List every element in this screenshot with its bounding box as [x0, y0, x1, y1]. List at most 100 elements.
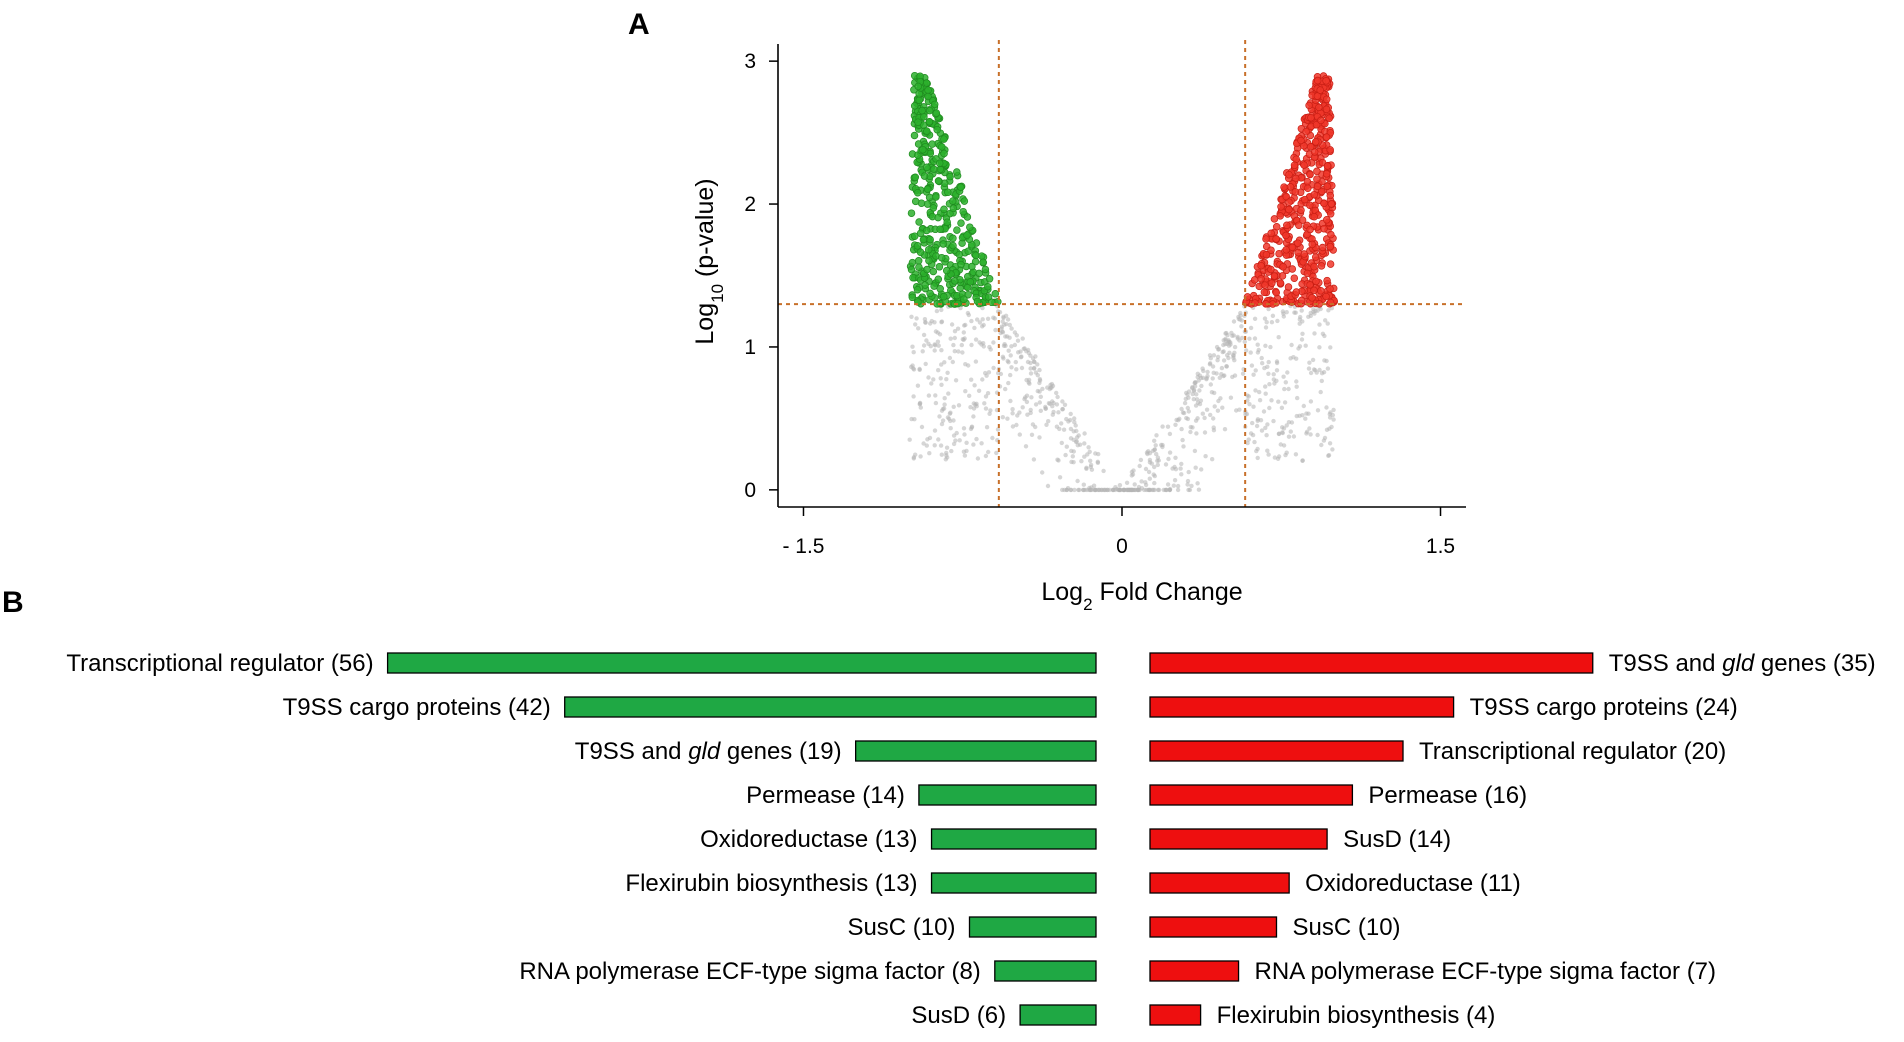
up-regulated-point — [1260, 288, 1269, 297]
nonsig-point — [1181, 444, 1186, 449]
nonsig-point — [1304, 429, 1310, 434]
up-regulated-point — [1303, 269, 1312, 278]
nonsig-point — [971, 414, 976, 419]
nonsig-point — [1059, 421, 1064, 426]
up-regulated-point — [1267, 246, 1275, 254]
nonsig-point — [1132, 482, 1137, 487]
nonsig-point — [1006, 380, 1011, 386]
up-bar — [1149, 828, 1328, 850]
nonsig-point — [939, 348, 944, 353]
nonsig-point — [1122, 487, 1127, 493]
up-regulated-point — [1320, 199, 1328, 208]
nonsig-point — [1074, 439, 1080, 444]
nonsig-point — [1172, 478, 1178, 483]
nonsig-point — [977, 320, 983, 325]
nonsig-point — [1072, 416, 1077, 421]
up-bar-label: Permease (16) — [1368, 782, 1527, 809]
nonsig-point — [1245, 398, 1250, 403]
nonsig-point — [1294, 413, 1300, 419]
up-regulated-point — [1322, 105, 1331, 114]
down-regulated-point — [985, 275, 994, 283]
nonsig-point — [1303, 416, 1308, 421]
nonsig-point — [1186, 409, 1192, 414]
nonsig-point — [1210, 376, 1215, 381]
up-regulated-point — [1284, 283, 1293, 291]
up-regulated-point — [1306, 281, 1314, 289]
nonsig-point — [1238, 313, 1243, 318]
up-regulated-point — [1268, 279, 1276, 287]
down-regulated-point — [963, 231, 971, 239]
up-regulated-point — [1272, 235, 1280, 243]
nonsig-point — [1211, 425, 1216, 430]
up-regulated-point — [1290, 274, 1299, 282]
nonsig-point — [948, 426, 953, 431]
nonsig-point — [940, 418, 946, 423]
nonsig-point — [1325, 366, 1331, 371]
nonsig-point — [911, 394, 916, 399]
nonsig-point — [1279, 405, 1285, 410]
down-bar-label: T9SS cargo proteins (42) — [283, 694, 551, 721]
nonsig-point — [1253, 388, 1258, 393]
nonsig-point — [1032, 359, 1037, 365]
down-regulated-point — [947, 286, 955, 295]
nonsig-point — [972, 325, 977, 331]
up-regulated-point — [1326, 210, 1335, 218]
down-regulated-point — [975, 269, 983, 278]
nonsig-point — [1007, 335, 1012, 340]
up-regulated-point — [1288, 265, 1297, 273]
up-regulated-point — [1323, 216, 1331, 224]
nonsig-point — [1064, 416, 1069, 422]
nonsig-point — [1019, 365, 1025, 371]
category-bar-chart: Transcriptional regulator (56) T9SS cargo… — [66, 650, 1875, 1029]
nonsig-point — [1173, 467, 1179, 472]
nonsig-point — [1166, 456, 1171, 462]
up-regulated-point — [1297, 206, 1305, 214]
nonsig-point — [1306, 366, 1312, 371]
nonsig-point — [1096, 451, 1101, 457]
down-regulated-point — [960, 295, 968, 303]
nonsig-point — [1255, 342, 1260, 347]
nonsig-point — [924, 443, 929, 448]
down-bar-label: Flexirubin biosynthesis (13) — [625, 870, 917, 897]
up-regulated-point — [1326, 260, 1335, 268]
x-tick-label: 0 — [1116, 535, 1128, 558]
nonsig-point — [974, 436, 979, 442]
up-regulated-point — [1285, 205, 1293, 214]
nonsig-point — [1160, 424, 1165, 429]
nonsig-point — [987, 344, 992, 350]
nonsig-point — [1204, 407, 1210, 412]
nonsig-point — [1003, 313, 1009, 318]
down-regulated-point — [922, 226, 931, 235]
nonsig-point — [1283, 452, 1288, 458]
nonsig-point — [1139, 486, 1145, 491]
nonsig-point — [947, 355, 953, 361]
nonsig-point — [1147, 457, 1153, 463]
nonsig-point — [1294, 379, 1299, 384]
nonsig-point — [1018, 349, 1023, 354]
down-regulated-point — [935, 263, 944, 271]
nonsig-point — [923, 361, 928, 367]
nonsig-point — [1068, 411, 1073, 417]
nonsig-point — [1179, 461, 1184, 467]
y-tick-label: 3 — [744, 50, 756, 73]
nonsig-point — [932, 348, 937, 353]
nonsig-point — [1057, 475, 1063, 480]
down-bar — [930, 872, 1097, 894]
nonsig-point — [1061, 427, 1067, 432]
down-regulated-point — [988, 298, 996, 307]
nonsig-point — [1012, 342, 1018, 348]
nonsig-point — [1301, 403, 1307, 409]
down-bar — [386, 652, 1097, 674]
nonsig-point — [1031, 457, 1037, 462]
nonsig-point — [1240, 371, 1246, 376]
nonsig-point — [1056, 458, 1061, 463]
up-regulated-point — [1322, 77, 1330, 85]
nonsig-point — [927, 451, 932, 456]
down-regulated-point — [929, 204, 938, 212]
nonsig-point — [1299, 308, 1304, 313]
up-regulated-point — [1311, 138, 1320, 146]
nonsig-point — [1044, 422, 1049, 427]
nonsig-point — [1143, 480, 1148, 485]
nonsig-point — [1017, 432, 1022, 437]
nonsig-point — [1286, 434, 1292, 439]
